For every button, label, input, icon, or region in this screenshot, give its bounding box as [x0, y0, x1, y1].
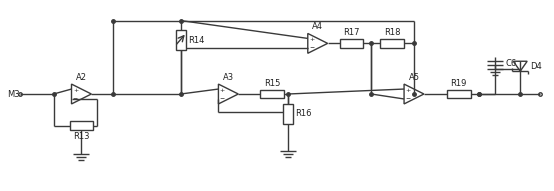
Bar: [260, 90, 284, 99]
Text: −: −: [406, 95, 411, 100]
Bar: [447, 90, 470, 99]
Text: R14: R14: [188, 36, 204, 45]
Text: R19: R19: [450, 79, 467, 87]
Text: +: +: [406, 88, 411, 93]
Text: A3: A3: [223, 73, 234, 82]
Text: M3: M3: [7, 90, 19, 99]
Text: A2: A2: [76, 73, 87, 82]
Bar: [176, 31, 186, 50]
Text: +: +: [220, 88, 225, 93]
Text: +: +: [309, 37, 314, 42]
Bar: [340, 39, 363, 48]
Text: C6: C6: [505, 59, 516, 68]
Bar: [283, 104, 293, 124]
Text: A4: A4: [312, 23, 323, 32]
Text: −: −: [73, 95, 78, 100]
Text: −: −: [309, 44, 314, 49]
Text: R17: R17: [343, 28, 360, 37]
Text: +: +: [73, 88, 78, 93]
Bar: [380, 39, 404, 48]
Text: −: −: [220, 95, 225, 100]
Text: A5: A5: [408, 73, 419, 82]
Text: R15: R15: [264, 79, 280, 87]
Text: D4: D4: [530, 62, 542, 71]
Text: R18: R18: [384, 28, 401, 37]
Text: R16: R16: [295, 109, 311, 118]
Bar: [69, 121, 93, 130]
Text: R13: R13: [73, 132, 90, 141]
